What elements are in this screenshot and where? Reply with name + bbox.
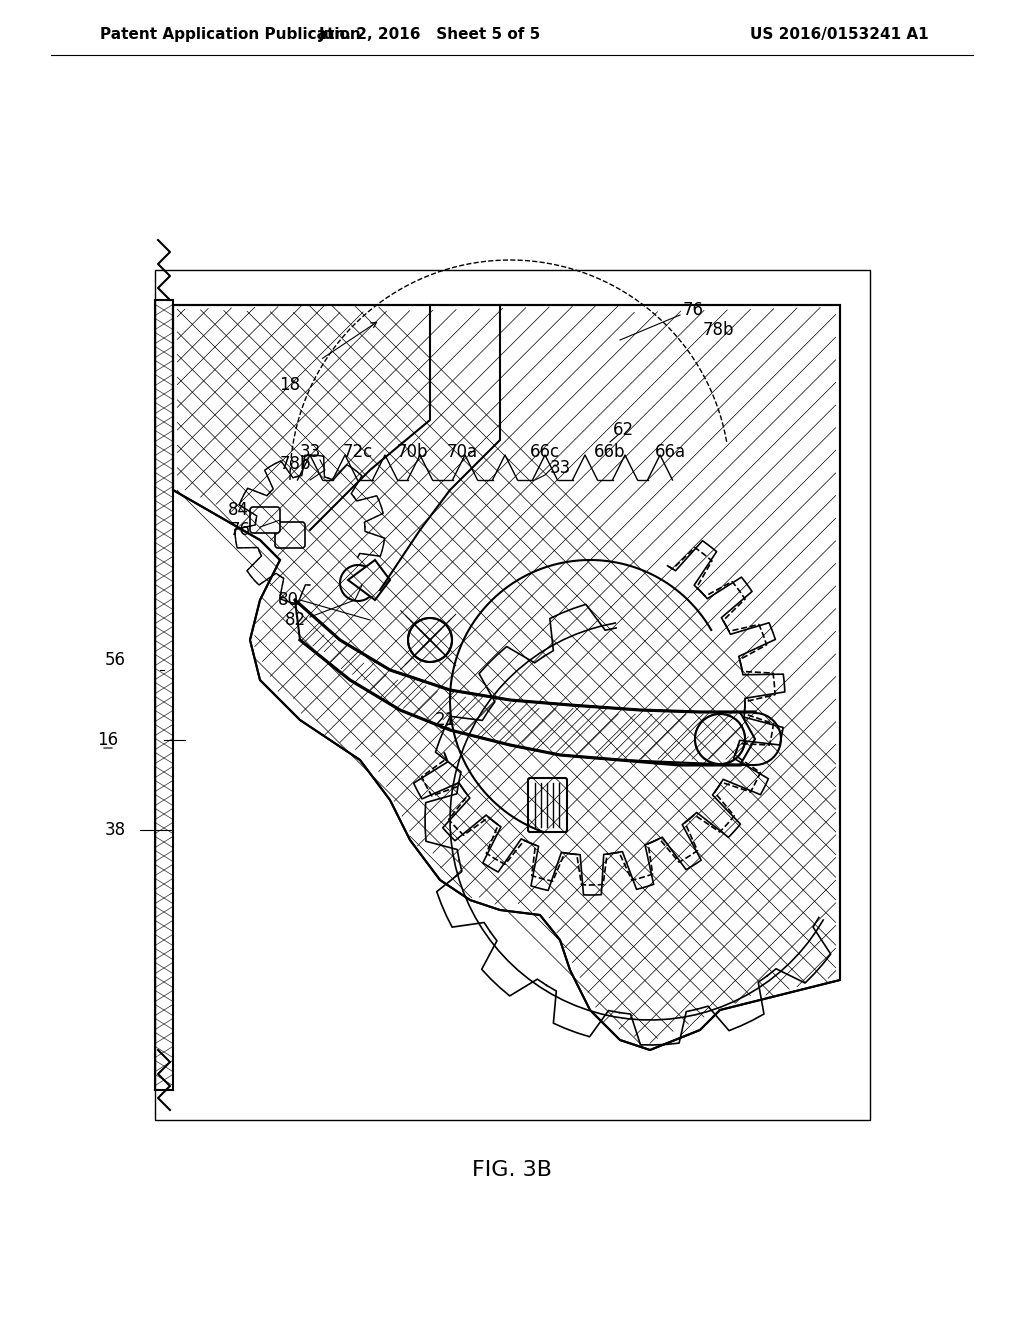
Text: 70b: 70b: [396, 444, 428, 461]
Text: 66c: 66c: [530, 444, 560, 461]
Text: 38: 38: [104, 821, 126, 840]
Text: 76: 76: [229, 521, 251, 539]
Text: 78b: 78b: [280, 455, 310, 473]
Text: 33: 33: [299, 444, 321, 461]
Text: 72c: 72c: [343, 444, 373, 461]
Text: Patent Application Publication: Patent Application Publication: [100, 28, 360, 42]
Bar: [155, 271, 870, 1119]
Circle shape: [340, 565, 376, 601]
Text: 56: 56: [104, 651, 126, 669]
Text: US 2016/0153241 A1: US 2016/0153241 A1: [750, 28, 929, 42]
Text: 66b: 66b: [594, 444, 626, 461]
Text: 76: 76: [683, 301, 703, 319]
Text: 70a: 70a: [446, 444, 477, 461]
Circle shape: [408, 618, 452, 663]
FancyBboxPatch shape: [528, 777, 567, 832]
Text: 62: 62: [612, 421, 634, 440]
Text: 82: 82: [285, 611, 305, 630]
Text: Jun. 2, 2016   Sheet 5 of 5: Jun. 2, 2016 Sheet 5 of 5: [318, 28, 541, 42]
Text: 18: 18: [280, 376, 301, 393]
Text: 66a: 66a: [654, 444, 685, 461]
FancyBboxPatch shape: [250, 507, 280, 533]
Polygon shape: [348, 560, 390, 601]
FancyBboxPatch shape: [275, 521, 305, 548]
Text: 21: 21: [434, 711, 456, 729]
Text: 16: 16: [97, 731, 119, 748]
Text: 78b: 78b: [702, 321, 734, 339]
Text: 84: 84: [227, 502, 249, 519]
Circle shape: [695, 714, 745, 764]
Text: 33: 33: [549, 459, 570, 477]
Text: FIG. 3B: FIG. 3B: [472, 1160, 552, 1180]
Text: 80: 80: [278, 591, 299, 609]
Polygon shape: [173, 305, 840, 1049]
